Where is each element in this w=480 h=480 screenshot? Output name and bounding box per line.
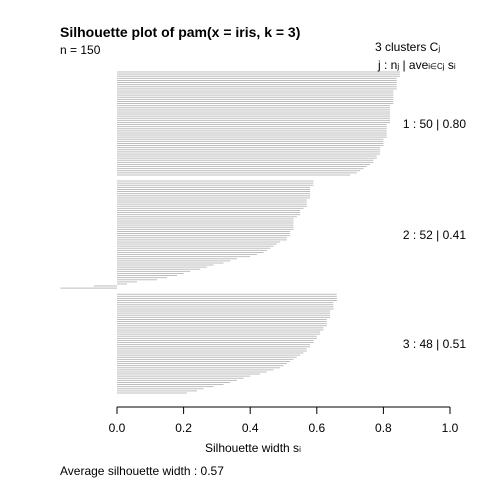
clusters-header: 3 clusters Cj xyxy=(375,41,440,53)
x-tick-label: 0.2 xyxy=(175,421,192,435)
cluster-label: 3 : 48 | 0.51 xyxy=(402,336,466,351)
x-tick-label: 0.0 xyxy=(109,421,126,435)
cluster-label: 1 : 50 | 0.80 xyxy=(402,116,466,131)
bars-group xyxy=(60,71,401,394)
columns-header-c-sub: i xyxy=(453,62,456,71)
x-tick-label: 0.6 xyxy=(308,421,325,435)
columns-header-a: j : n xyxy=(378,58,398,72)
columns-header-a-sub: j xyxy=(397,62,400,71)
columns-header-c: s xyxy=(444,58,454,72)
clusters-header-text: 3 clusters C xyxy=(375,40,439,54)
cluster-label: 2 : 52 | 0.41 xyxy=(402,227,466,242)
x-tick-label: 0.8 xyxy=(375,421,392,435)
chart-title: Silhouette plot of pam(x = iris, k = 3) xyxy=(60,24,301,40)
x-axis-label: Silhouette width si xyxy=(205,442,301,454)
columns-header: j : nj | avei∈Cj si xyxy=(378,59,456,71)
n-label: n = 150 xyxy=(60,43,101,57)
columns-header-b: | ave xyxy=(399,58,429,72)
x-axis: 0.0 0.2 0.4 0.6 0.8 1.0 xyxy=(109,406,459,435)
clusters-header-sub: j xyxy=(438,44,441,53)
average-silhouette-width: Average silhouette width : 0.57 xyxy=(60,464,224,478)
x-axis-label-text: Silhouette width s xyxy=(205,441,300,455)
columns-header-b-sub: i∈Cj xyxy=(428,62,445,71)
x-tick-label: 1.0 xyxy=(442,421,459,435)
x-tick-label: 0.4 xyxy=(242,421,259,435)
x-axis-label-sub: i xyxy=(299,445,301,454)
